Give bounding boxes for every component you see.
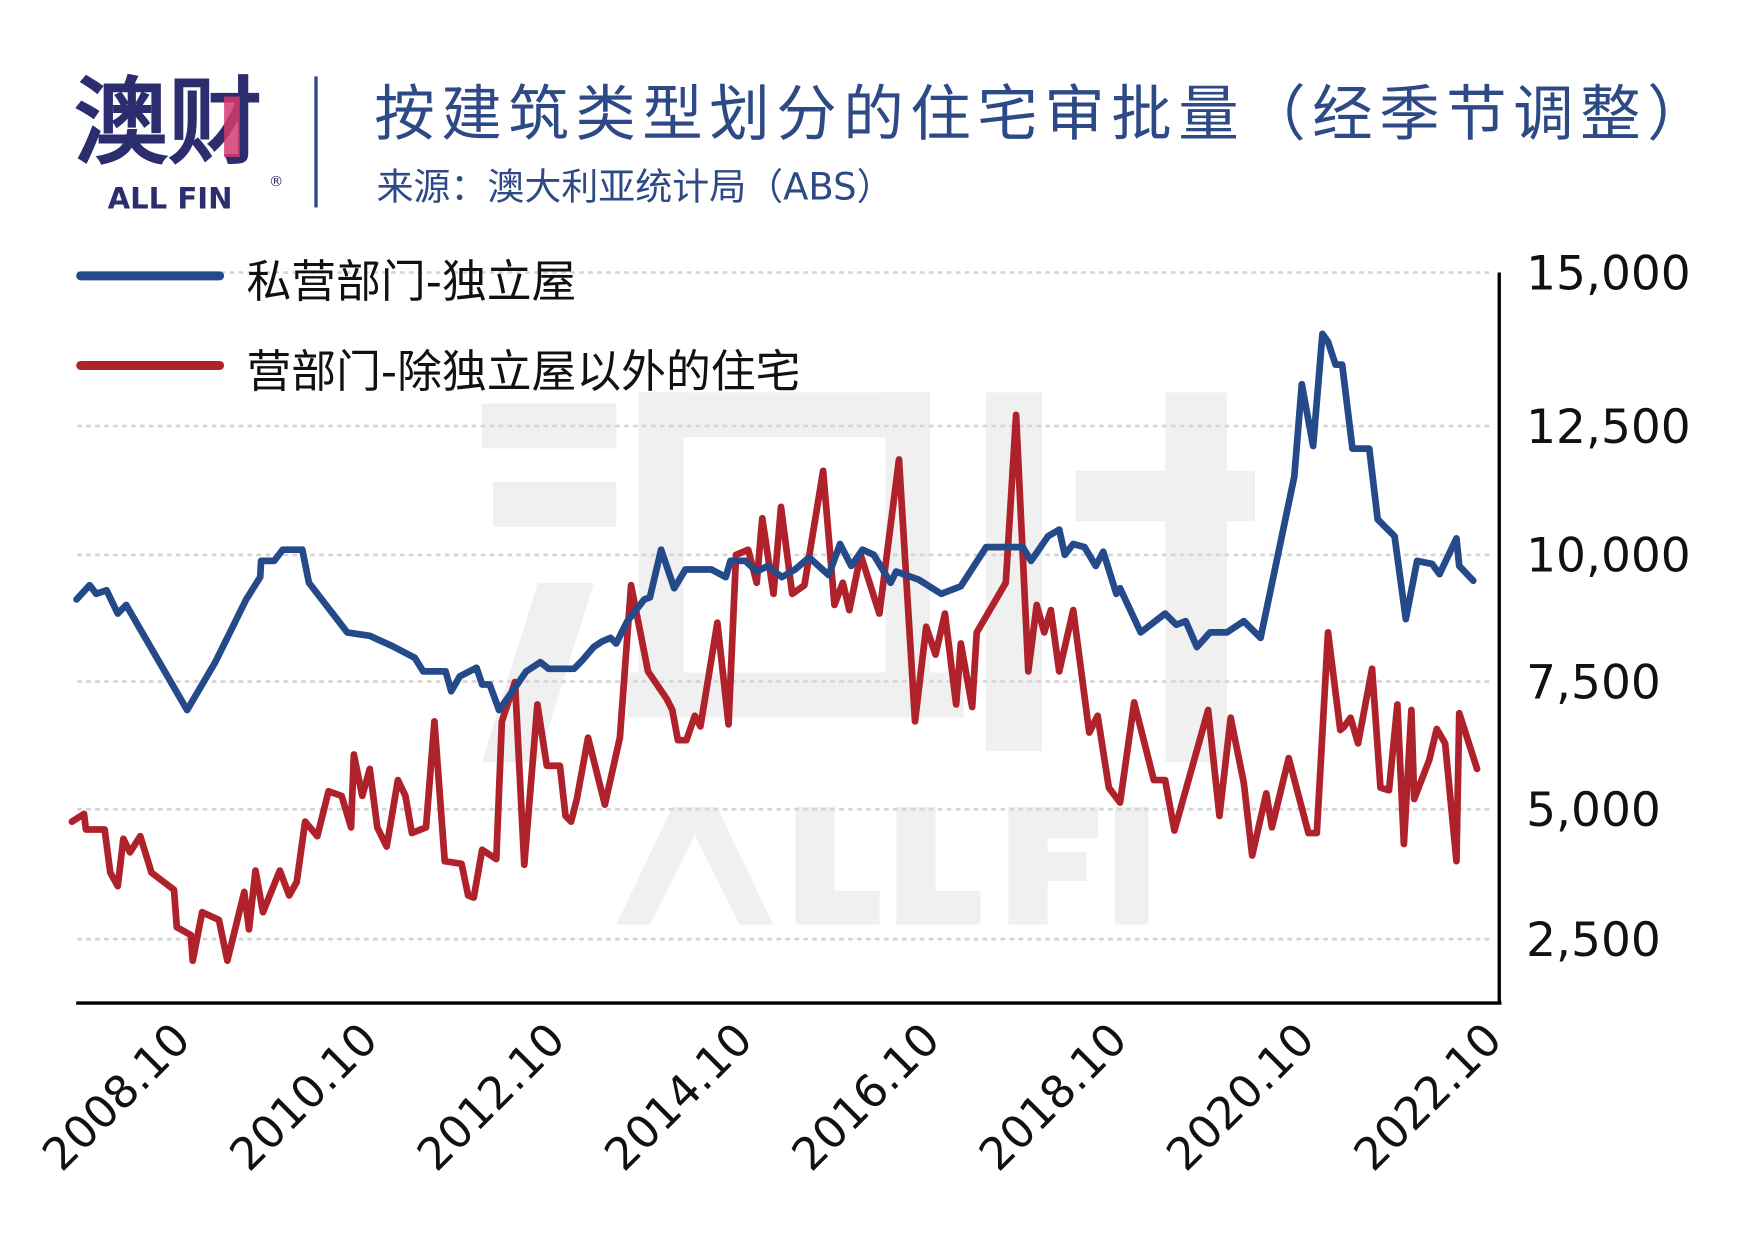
legend-label-blue: 私营部门-独立屋 bbox=[247, 255, 577, 308]
watermark-letter bbox=[896, 891, 981, 925]
x-tick-label: 2022.10 bbox=[1343, 1013, 1512, 1182]
logo-registered: ® bbox=[269, 173, 284, 190]
subtitle: 来源：澳大利亚统计局（ABS） bbox=[376, 166, 893, 209]
logo-subtext: ALL FIN bbox=[108, 182, 233, 216]
x-tick-label: 2008.10 bbox=[32, 1013, 201, 1182]
watermark-stroke bbox=[481, 582, 594, 763]
y-tick-label: 5,000 bbox=[1526, 783, 1661, 838]
watermark-stroke bbox=[1075, 470, 1255, 522]
x-tick-label: 2012.10 bbox=[407, 1013, 576, 1182]
watermark-letter bbox=[1008, 806, 1099, 839]
watermark-stroke bbox=[1165, 392, 1227, 763]
watermark-stroke bbox=[627, 672, 964, 718]
watermark-letter bbox=[795, 891, 880, 925]
x-tick-label: 2020.10 bbox=[1156, 1013, 1325, 1182]
logo-accent bbox=[224, 96, 240, 158]
page-title: 按建筑类型划分的住宅审批量（经季节调整） bbox=[374, 80, 1707, 150]
x-tick-label: 2016.10 bbox=[781, 1013, 950, 1182]
watermark-letter bbox=[616, 806, 774, 925]
watermark-stroke bbox=[638, 392, 684, 695]
series-lines bbox=[68, 330, 1481, 965]
legend: 私营部门-独立屋 营部门-除独立屋以外的住宅 bbox=[76, 255, 801, 398]
watermark-letter bbox=[1114, 806, 1149, 925]
y-tick-label: 7,500 bbox=[1526, 655, 1661, 710]
legend-label-red: 营部门-除独立屋以外的住宅 bbox=[247, 345, 801, 398]
watermark-stroke bbox=[493, 482, 617, 527]
x-tick-label: 2014.10 bbox=[594, 1013, 763, 1182]
watermark-stroke bbox=[481, 403, 617, 449]
watermark-letter bbox=[1008, 851, 1087, 881]
y-tick-label: 2,500 bbox=[1526, 913, 1661, 968]
y-tick-label: 10,000 bbox=[1526, 529, 1691, 584]
y-axis-ticks: 2,500 5,000 7,500 10,000 12,500 15,000 bbox=[1526, 246, 1691, 968]
x-axis-ticks: 2008.10 2010.10 2012.10 2014.10 2016.10 2018.… bbox=[32, 1013, 1512, 1182]
watermark-stroke bbox=[638, 392, 931, 438]
x-tick-label: 2010.10 bbox=[219, 1013, 388, 1182]
header: 澳财 ALL FIN ® 按建筑类型划分的住宅审批量（经季节调整） 来源：澳大利… bbox=[74, 69, 1708, 216]
y-tick-label: 12,500 bbox=[1526, 400, 1691, 455]
series-line-other-dwellings bbox=[68, 411, 1481, 965]
watermark bbox=[481, 392, 1255, 925]
x-tick-label: 2018.10 bbox=[969, 1013, 1138, 1182]
y-tick-label: 15,000 bbox=[1526, 246, 1691, 301]
series-line-detached-houses bbox=[73, 330, 1477, 714]
